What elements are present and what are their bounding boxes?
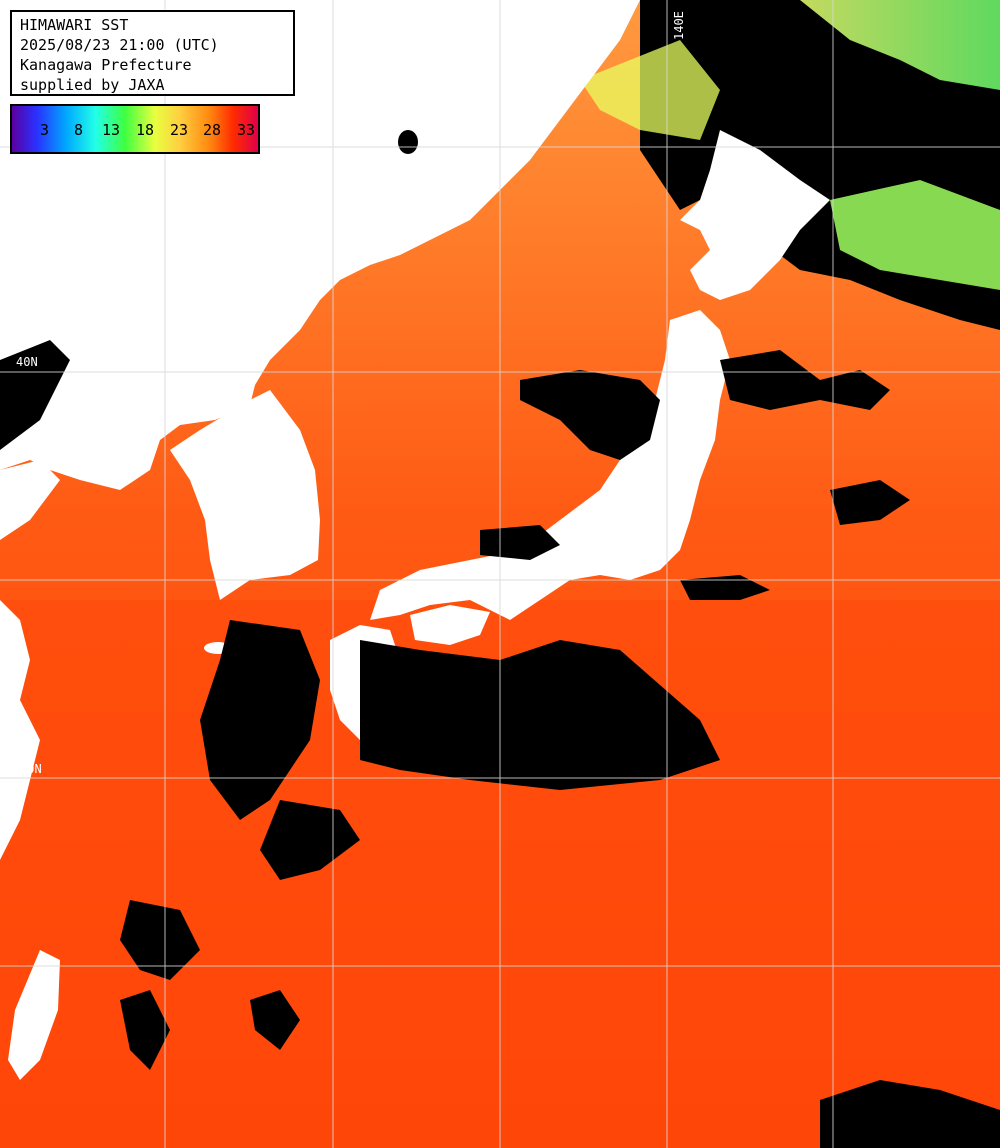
legend-label: 3	[40, 121, 50, 139]
land-china	[0, 460, 60, 860]
cloud-mass	[680, 575, 770, 600]
cloud-mass	[250, 990, 300, 1050]
grid-label-40n: 40N	[16, 355, 38, 369]
land-taiwan	[8, 950, 60, 1080]
title-line-product: HIMAWARI SST	[20, 16, 129, 34]
land-korea	[170, 390, 320, 600]
cloud-mass	[360, 640, 720, 790]
cool-water-patch-3	[580, 40, 720, 140]
color-legend-labels: 3 8 13 18 23 28 33	[12, 120, 258, 140]
land-island	[398, 130, 418, 154]
cloud-mass	[820, 1080, 1000, 1148]
cloud-mass	[120, 990, 170, 1070]
legend-label: 23	[170, 121, 189, 139]
cloud-mass	[0, 340, 70, 450]
legend-label: 13	[102, 121, 121, 139]
color-legend: 3 8 13 18 23 28 33	[10, 104, 260, 154]
land-shikoku	[410, 605, 490, 645]
grid-label-30n: 30N	[20, 762, 42, 776]
land-honshu	[370, 310, 730, 620]
cloud-mass	[720, 350, 890, 410]
cloud-mass	[200, 620, 320, 820]
cloud-mass	[120, 900, 200, 980]
legend-label: 28	[203, 121, 222, 139]
title-line-credit: supplied by JAXA	[20, 76, 165, 94]
legend-label: 33	[237, 121, 256, 139]
title-box: HIMAWARI SST 2025/08/23 21:00 (UTC) Kana…	[10, 10, 295, 96]
cloud-mass	[260, 800, 360, 880]
grid-label-140e: 140E	[672, 11, 686, 40]
title-line-region: Kanagawa Prefecture	[20, 56, 192, 74]
legend-label: 8	[74, 121, 84, 139]
cloud-mass	[520, 370, 660, 460]
legend-label: 18	[136, 121, 155, 139]
cool-water-patch	[800, 0, 1000, 90]
title-line-datetime: 2025/08/23 21:00 (UTC)	[20, 36, 219, 54]
cool-water-patch-2	[830, 180, 1000, 290]
land-hokkaido	[680, 130, 830, 300]
cloud-mass	[830, 480, 910, 525]
